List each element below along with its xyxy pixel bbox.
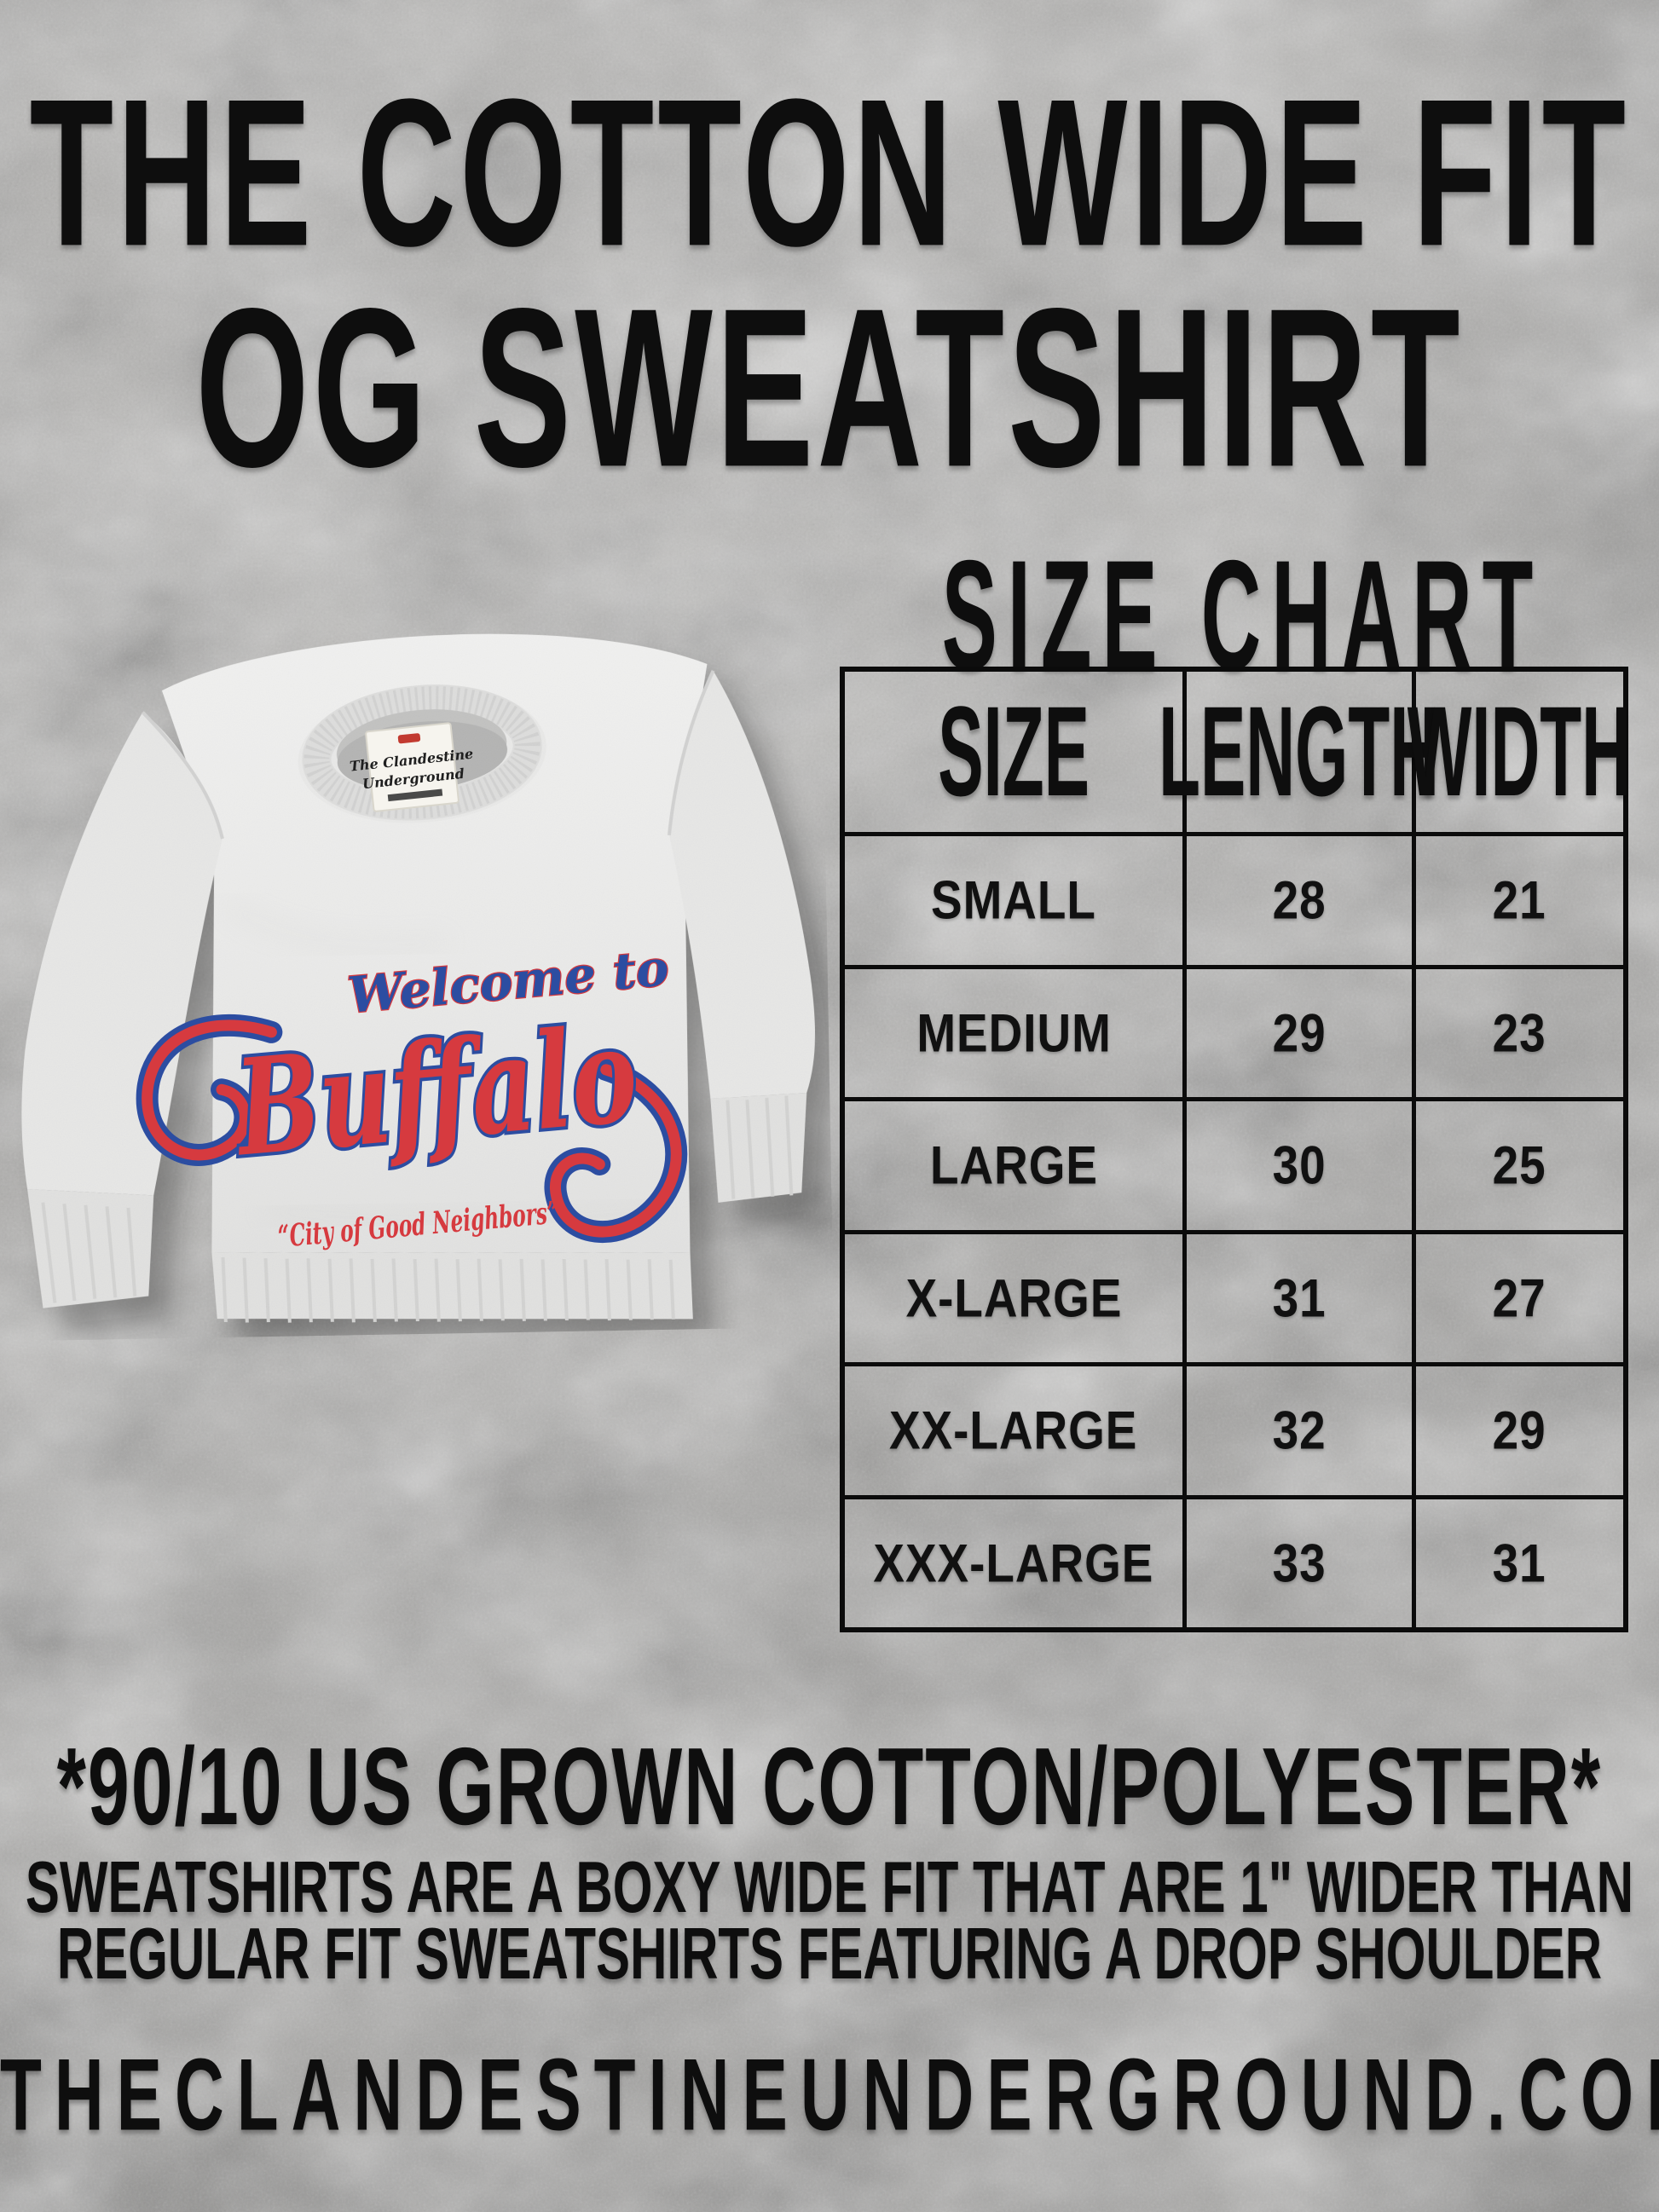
fit-note-line1: SWEATSHIRTS ARE A BOXY WIDE FIT THAT ARE… (25, 1846, 1634, 1928)
header-cell-size: SIZE (845, 672, 1182, 832)
table-row-large: LARGE 30 25 (845, 1097, 1623, 1230)
size-value: SMALL (931, 869, 1097, 930)
header-cell-width: WIDTH (1408, 672, 1631, 832)
table-row-medium: MEDIUM 29 23 (845, 964, 1623, 1097)
neck-label: The Clandestine Underground (349, 722, 474, 812)
material-note: *90/10 US GROWN COTTON/POLYESTER* (56, 1725, 1603, 1849)
size-table: SIZE LENGTH WIDTH SMALL 28 21 MEDIUM 29 … (840, 667, 1631, 1632)
width-value: 21 (1492, 869, 1546, 930)
column-header-length: LENGTH (1159, 680, 1440, 823)
width-value: 29 (1492, 1400, 1546, 1460)
size-value: XX-LARGE (889, 1400, 1138, 1460)
size-value: MEDIUM (916, 1002, 1112, 1063)
length-value: 29 (1272, 1002, 1327, 1063)
length-value: 28 (1272, 869, 1327, 930)
table-row-xlarge: X-LARGE 31 27 (845, 1229, 1623, 1362)
table-row-xxxlarge: XXX-LARGE 33 31 (845, 1494, 1623, 1627)
graphic-left-swirl (142, 1019, 277, 1161)
length-value: 31 (1272, 1267, 1327, 1328)
width-value: 27 (1492, 1267, 1546, 1328)
left-cuff-ribbing (41, 1202, 137, 1303)
column-header-width: WIDTH (1408, 680, 1632, 823)
column-header-size: SIZE (938, 680, 1090, 823)
width-value: 25 (1492, 1135, 1546, 1195)
width-value: 31 (1492, 1532, 1546, 1593)
neck-label-fineprint-bar (387, 788, 443, 802)
sweatshirt-illustration: The Clandestine Underground Welcome to B… (14, 630, 837, 1353)
length-value: 33 (1272, 1532, 1327, 1593)
size-table-header-row: SIZE LENGTH WIDTH (845, 672, 1631, 832)
fit-note-line2: REGULAR FIT SWEATSHIRTS FEATURING A DROP… (56, 1913, 1603, 1995)
header-cell-length: LENGTH (1159, 672, 1439, 832)
graphic-buffalo-text: Buffalo (228, 996, 643, 1187)
neck-label-logo-mark (397, 733, 421, 744)
table-row-xxlarge: XX-LARGE 32 29 (845, 1362, 1623, 1495)
product-title-line2: OG SWEATSHIRT (195, 261, 1464, 515)
size-value: LARGE (929, 1135, 1098, 1195)
length-value: 32 (1272, 1400, 1327, 1460)
graphic-right-swirl (549, 1064, 682, 1238)
right-cuff-ribbing (725, 1095, 794, 1199)
hem-ribbing (221, 1256, 675, 1323)
length-value: 30 (1272, 1135, 1327, 1195)
table-row-small: SMALL 28 21 (845, 832, 1623, 965)
size-value: XXX-LARGE (873, 1532, 1154, 1593)
product-title-line1: THE COTTON WIDE FIT (29, 55, 1630, 291)
website-text: THECLANDESTINEUNDERGROUND.COM (0, 2037, 1659, 2151)
size-value: X-LARGE (905, 1267, 1123, 1328)
width-value: 23 (1492, 1002, 1546, 1063)
sweatshirt-photo: The Clandestine Underground Welcome to B… (0, 534, 837, 1353)
